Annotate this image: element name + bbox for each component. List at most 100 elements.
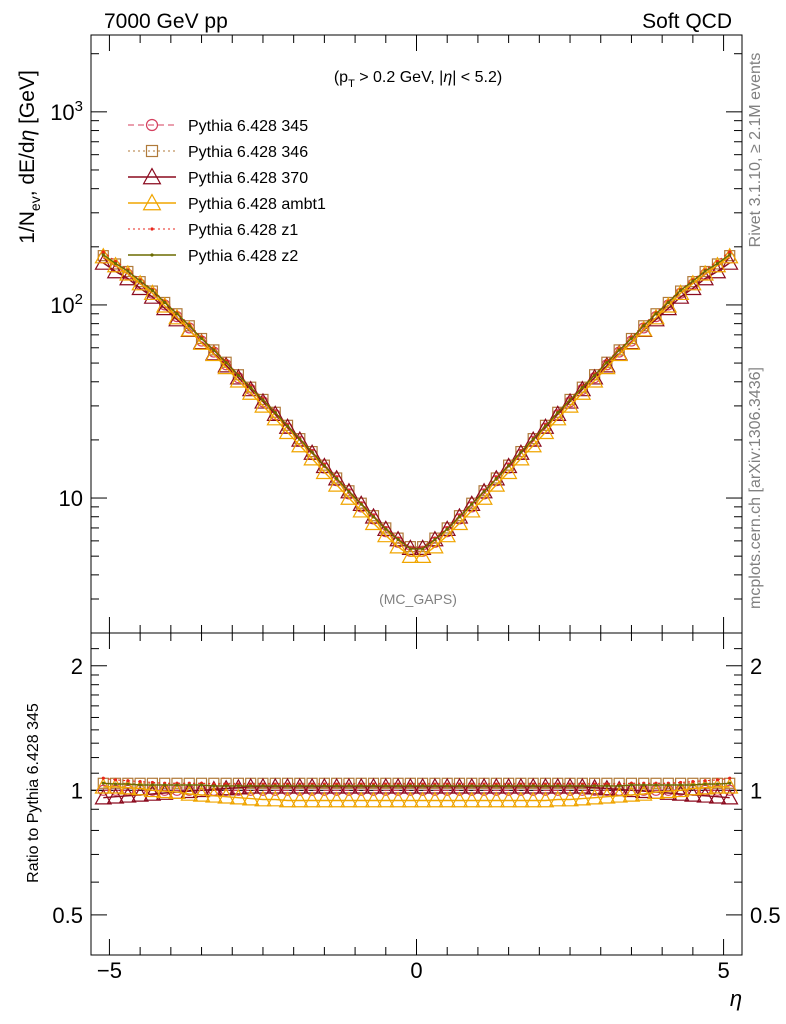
main-series-point-3-0: [94, 247, 113, 264]
main-series-point-3-50: [708, 256, 727, 273]
main-series-point-3-26: [413, 547, 432, 563]
ratio-series-point-3-48: [684, 779, 702, 796]
main-series-point-2-51: [720, 253, 739, 270]
x-axis-label: η: [730, 986, 742, 1011]
main-series-point-5-30: [470, 502, 474, 506]
main-series-point-5-27: [433, 537, 437, 542]
ratio-series-point-5-36: [543, 784, 548, 788]
ratio-series-point-3-49: [696, 778, 714, 795]
main-series-point-5-33: [507, 464, 511, 468]
ratio-series-point-2-40: [585, 778, 604, 795]
ratio-series-point-3-29: [450, 791, 469, 808]
main-series-point-4-51: [728, 250, 732, 254]
main-series-point-5-38: [568, 398, 572, 402]
legend-marker-2: [142, 167, 162, 185]
main-series-point-5-19: [335, 477, 339, 481]
ratio-series-point-2-10: [217, 779, 235, 796]
main-series-point-5-15: [285, 424, 290, 428]
ratio-series-point-5-12: [249, 784, 253, 788]
ratio-series-point-4-2: [126, 779, 130, 783]
main-series-point-5-36: [543, 424, 548, 428]
main-series-point-5-5: [163, 300, 167, 305]
legend-marker-5: [150, 253, 154, 257]
main-series-point-2-24: [389, 530, 407, 547]
ratio-series-point-5-50: [715, 782, 720, 786]
ratio-series-point-3-20: [340, 791, 358, 808]
main-series-point-1-25: [404, 541, 416, 553]
main-series-point-2-0: [94, 253, 113, 270]
main-series-point-2-4: [143, 287, 162, 304]
ratio-series-point-3-34: [512, 791, 530, 808]
main-series-point-3-18: [315, 463, 334, 480]
main-series-point-5-40: [593, 373, 597, 377]
main-series-point-1-27: [429, 532, 441, 544]
ratio-series-point-3-2: [119, 778, 137, 795]
ratio-series-point-3-47: [671, 781, 690, 798]
main-series-point-2-5: [155, 299, 174, 316]
main-series-point-3-35: [524, 436, 543, 453]
ratio-series-point-2-11: [229, 778, 248, 795]
main-series-point-5-45: [654, 312, 658, 316]
main-series-point-5-16: [298, 437, 302, 441]
ratio-yticks-label-left-0: 0.5: [52, 903, 83, 928]
main-series-point-5-11: [236, 373, 240, 377]
ratio-series-point-3-40: [585, 788, 604, 805]
main-series-point-1-50: [711, 258, 724, 270]
ratio-series-point-3-25: [401, 791, 420, 808]
ratio-series-point-2-51: [720, 788, 739, 805]
legend-label-2: Pythia 6.428 370: [188, 170, 308, 187]
main-series-point-2-47: [671, 287, 690, 304]
main-series-point-5-28: [445, 527, 449, 531]
header-left-text: 7000 GeV pp: [104, 10, 228, 33]
ratio-series-point-3-12: [241, 789, 260, 806]
main-series-point-3-47: [671, 284, 690, 301]
legend-marker-0: [145, 118, 159, 132]
ratio-series-point-3-44: [634, 784, 653, 801]
cut-annotation: (pT > 0.2 GeV, |η| < 5.2): [334, 69, 502, 90]
main-series-line-0: [102, 257, 731, 552]
ratio-series-point-5-29: [457, 784, 462, 788]
mcplots-text: mcplots.cern.ch [arXiv:1306.3436]: [747, 367, 764, 609]
ratio-yticks-label-left-1: 1: [71, 778, 83, 803]
rivet-text: Rivet 3.1.10, ≥ 2.1M events: [747, 53, 764, 248]
ratio-series-group: [91, 776, 742, 808]
x-tick-label-1: 0: [410, 958, 422, 983]
ratio-series-point-4-48: [691, 779, 695, 784]
main-series-point-2-26: [413, 539, 432, 556]
ratio-series-point-3-23: [376, 791, 395, 808]
ratio-series-point-5-6: [175, 783, 179, 787]
ratio-series-point-1-45: [650, 777, 662, 789]
ratio-series-point-5-39: [580, 784, 584, 788]
main-series-point-5-6: [175, 312, 179, 316]
main-series-point-3-27: [426, 537, 444, 554]
main-series-point-5-48: [691, 279, 695, 283]
ratio-series-point-3-14: [266, 790, 285, 807]
legend-marker-3: [142, 193, 162, 211]
main-series-point-5-37: [556, 410, 560, 415]
main-series-point-5-8: [199, 336, 204, 341]
ratio-series-point-5-15: [285, 784, 290, 788]
ratio-series-point-5-37: [556, 784, 560, 788]
ratio-series-point-5-10: [224, 784, 228, 788]
ratio-series-point-3-39: [573, 789, 592, 806]
ratio-series-point-3-6: [168, 783, 186, 799]
main-series-point-3-20: [340, 488, 358, 505]
ratio-series-point-3-38: [561, 790, 579, 807]
ratio-series-point-5-3: [138, 783, 142, 787]
ratio-series-point-2-1: [106, 787, 125, 804]
ratio-series-point-2-44: [634, 782, 653, 799]
main-series-point-5-35: [531, 437, 535, 441]
ratio-series-point-3-13: [254, 790, 272, 807]
legend-marker-4: [150, 227, 154, 231]
main-series-point-2-27: [426, 530, 444, 547]
ratio-series-point-3-35: [524, 791, 543, 808]
ratio-series-point-3-24: [389, 791, 407, 808]
main-series-line-4: [102, 251, 731, 549]
ratio-series-point-3-3: [131, 779, 149, 796]
main-series-point-3-4: [143, 284, 162, 301]
ratio-series-point-3-33: [499, 791, 518, 808]
ratio-series-point-5-11: [236, 784, 240, 788]
ratio-series-point-3-10: [217, 787, 235, 804]
main-series-point-3-1: [106, 256, 125, 273]
legend-marker-1: [145, 144, 159, 158]
